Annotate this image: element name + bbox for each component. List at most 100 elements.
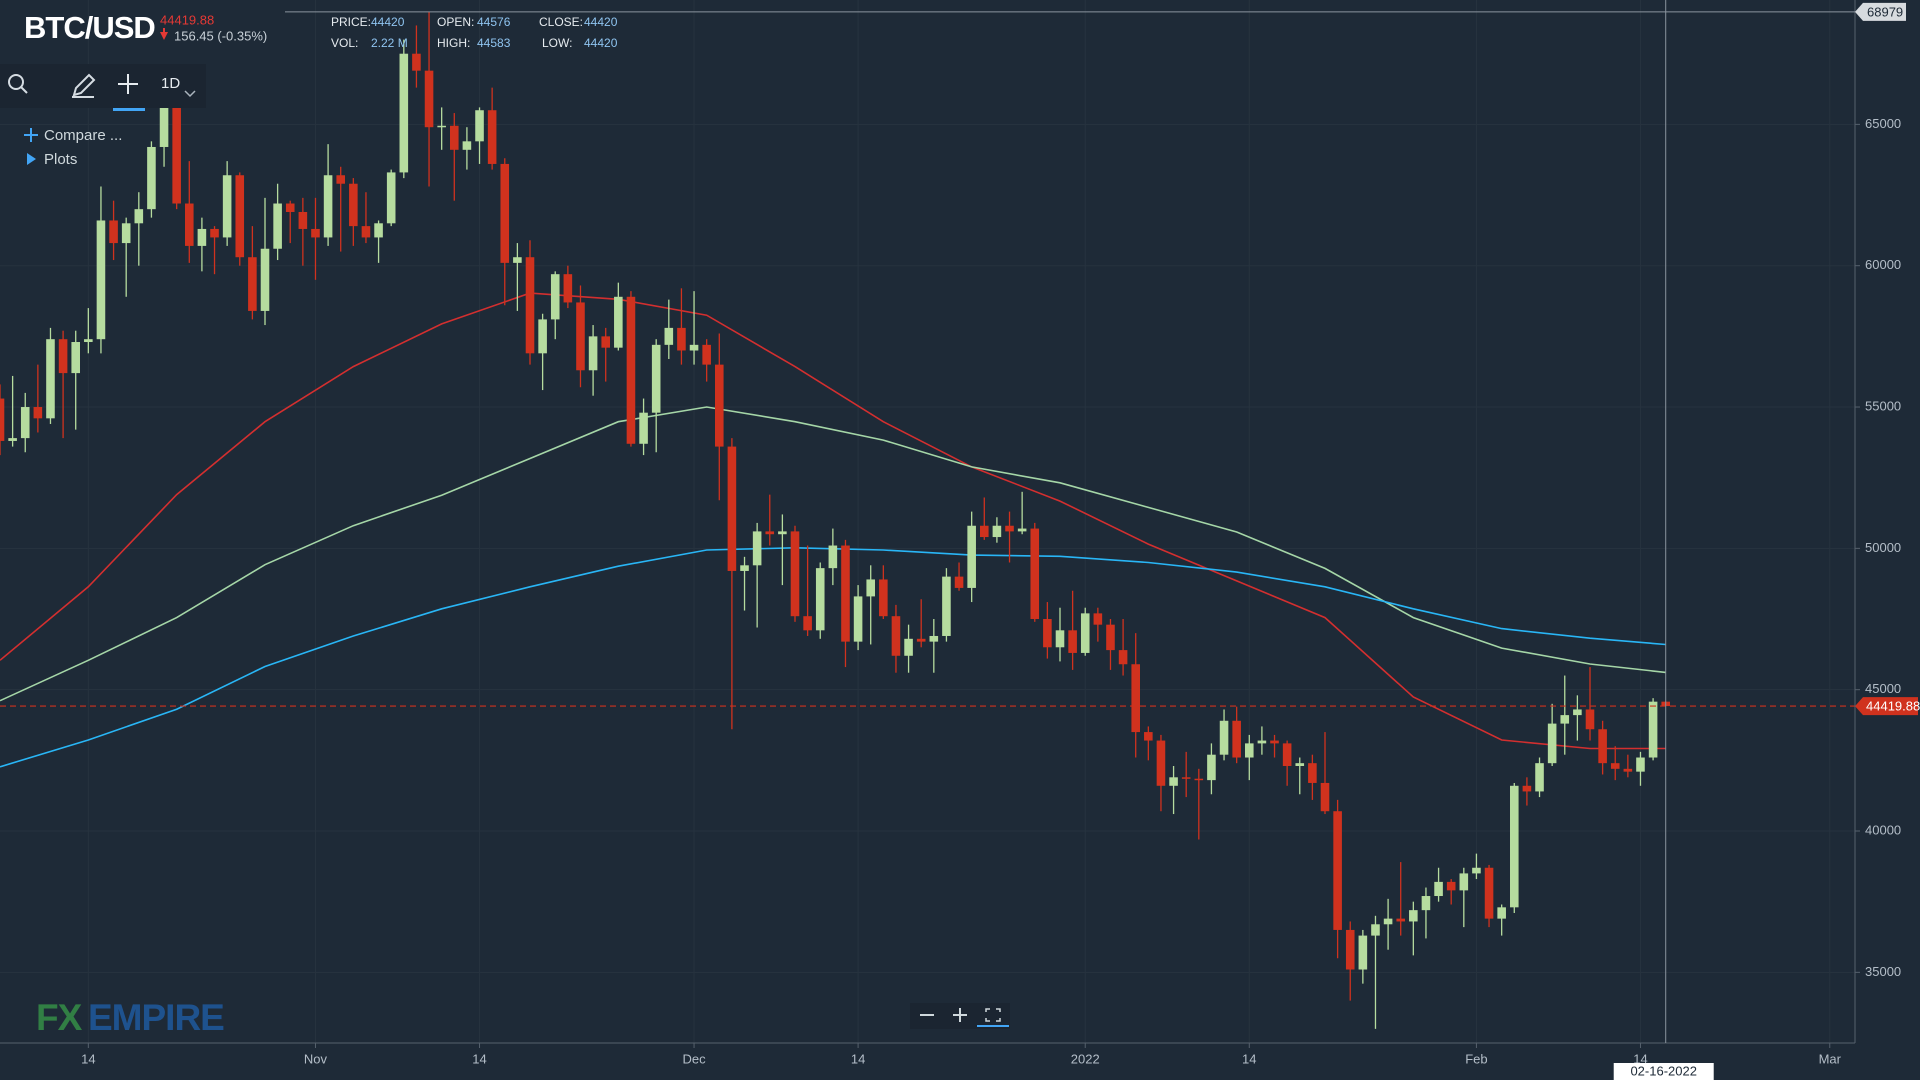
y-tick-label: 55000 (1865, 398, 1901, 413)
candle-body (1219, 720, 1229, 755)
y-tick-label: 35000 (1865, 964, 1901, 979)
candle-body (563, 274, 573, 303)
candle-body (778, 531, 787, 535)
candle-body (500, 163, 510, 263)
candle-body (1472, 867, 1481, 874)
candle-body (1295, 763, 1305, 766)
crosshair-date-badge (1613, 1063, 1714, 1080)
candle-body (1282, 743, 1292, 766)
candle-body (1497, 907, 1506, 919)
plots-button[interactable]: Plots (27, 151, 77, 168)
candle-body (134, 209, 144, 224)
search-button[interactable] (8, 74, 28, 94)
candle-body (412, 53, 421, 71)
candle-body (1270, 740, 1279, 744)
candle-body (1421, 896, 1431, 911)
x-tick-label: Nov (304, 1051, 328, 1066)
candle-body (891, 616, 901, 656)
compare-label[interactable]: Compare ... (44, 127, 122, 144)
candle-body (1207, 754, 1216, 781)
zoom-in[interactable] (953, 1008, 967, 1022)
moving-average (0, 292, 1666, 750)
draw-button[interactable] (72, 73, 96, 98)
symbol: BTC/USD (24, 10, 155, 45)
candle-body (1648, 701, 1658, 758)
candle-body (1308, 763, 1317, 783)
y-tick-label: 40000 (1865, 822, 1901, 837)
candle-body (866, 579, 876, 597)
y-tick-label: 65000 (1865, 116, 1901, 131)
zoom-underline (977, 1025, 1009, 1027)
candle-body (1535, 763, 1544, 792)
plots-label[interactable]: Plots (44, 151, 77, 168)
candle-body (525, 257, 535, 354)
candle-body (210, 228, 219, 238)
candle-body (109, 220, 118, 244)
candle-body (424, 70, 434, 128)
y-tick-label: 45000 (1865, 681, 1901, 696)
candle-body (689, 344, 699, 351)
candle-body (20, 407, 30, 439)
candle-body (1345, 929, 1355, 970)
candle-body (147, 146, 156, 210)
crosshair-date-label: 02-16-2022 (1630, 1063, 1697, 1078)
watermark: FX EMPIRE (36, 997, 225, 1038)
candle-body (550, 274, 560, 320)
info-label: LOW: (542, 36, 572, 50)
candle-body (639, 412, 648, 444)
candle-body (1598, 729, 1607, 764)
candle-body (954, 576, 964, 588)
candle-body (904, 638, 913, 656)
candle-body (916, 638, 926, 642)
candle-body (1181, 777, 1191, 779)
candle-body (790, 531, 800, 617)
candle-body (46, 339, 55, 419)
candle-body (992, 525, 1002, 538)
candle-body (1156, 740, 1166, 786)
info-value: 44420 (584, 15, 618, 29)
candle-body (765, 531, 775, 535)
candle-body (361, 226, 371, 238)
candle-body (437, 125, 446, 128)
compare-button[interactable]: Compare ... (24, 127, 122, 144)
candle-body (1017, 528, 1027, 532)
candle-body (1080, 613, 1090, 653)
candle-body (1610, 763, 1620, 769)
info-label: CLOSE: (539, 15, 583, 29)
candle-body (576, 302, 585, 371)
candle-body (1257, 740, 1267, 744)
interval-button[interactable]: 1D (161, 75, 180, 92)
moving-average (0, 406, 1666, 702)
candle-body (664, 327, 674, 345)
candle-body (1055, 630, 1065, 648)
fullscreen[interactable] (985, 1008, 1001, 1022)
candle-body (1030, 528, 1040, 620)
candle-body (614, 296, 623, 348)
candle-body (1118, 650, 1128, 665)
down-arrow (160, 32, 168, 40)
watermark-fx: FX (36, 997, 83, 1038)
x-tick-label: 14 (851, 1051, 865, 1066)
candle-body (651, 344, 661, 413)
candle-body (222, 175, 232, 238)
candle-body (588, 336, 598, 371)
candle-body (1623, 768, 1633, 772)
watermark-empire: EMPIRE (88, 997, 224, 1038)
candle-body (374, 223, 383, 238)
info-value: 2.22 M (371, 36, 408, 50)
candle-body (1043, 619, 1052, 648)
crosshair-button[interactable] (118, 74, 138, 94)
info-value: 44583 (477, 36, 511, 50)
candle-body (828, 545, 838, 569)
candle-body (1333, 811, 1342, 930)
active-indicator (113, 108, 145, 111)
candle-body (815, 568, 825, 631)
x-tick-label: Mar (1819, 1051, 1842, 1066)
candle-body (1547, 723, 1557, 764)
candle-body (71, 342, 81, 374)
candle-body (879, 579, 888, 617)
interval-dropdown[interactable] (184, 90, 196, 98)
crosshair-price-label: 68979 (1867, 4, 1903, 19)
candle-body (1484, 867, 1494, 919)
